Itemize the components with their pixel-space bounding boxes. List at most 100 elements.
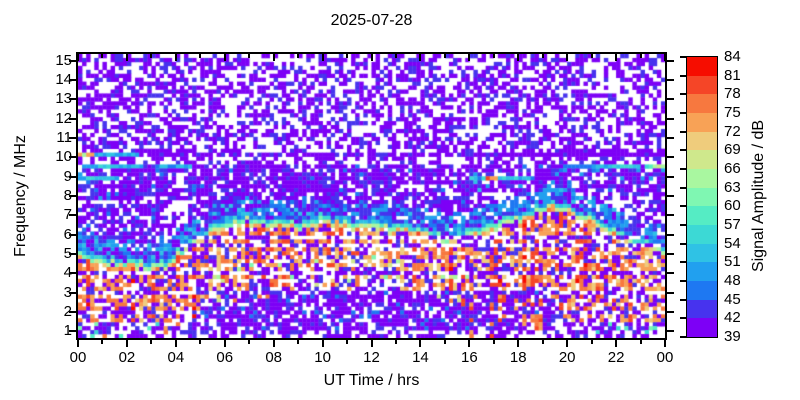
colorbar-tick-mark xyxy=(680,56,687,58)
colorbar-tick-label: 39 xyxy=(724,328,741,345)
x-tick-mark xyxy=(468,340,471,347)
colorbar-tick-mark xyxy=(680,317,687,320)
x-minor-tick-mark-top xyxy=(639,54,642,58)
x-minor-tick-mark xyxy=(248,340,251,344)
x-tick-mark-top xyxy=(370,54,373,61)
colorbar-segment xyxy=(687,169,717,188)
y-tick-mark xyxy=(69,59,76,62)
x-tick-mark-top xyxy=(77,54,79,61)
colorbar-tick-mark xyxy=(680,186,687,189)
x-tick-mark xyxy=(77,340,79,347)
x-tick-label: 08 xyxy=(265,349,282,366)
x-minor-tick-mark xyxy=(590,340,593,344)
x-tick-label: 20 xyxy=(558,349,576,366)
y-tick-mark-right xyxy=(667,272,674,275)
x-minor-tick-mark-top xyxy=(150,54,153,58)
colorbar xyxy=(686,56,718,338)
y-tick-label: 5 xyxy=(63,244,72,262)
x-tick-label: 00 xyxy=(656,349,674,366)
x-tick-mark-top xyxy=(223,54,226,61)
colorbar-tick-label: 54 xyxy=(724,234,741,252)
x-minor-tick-mark-top xyxy=(590,54,593,58)
x-minor-tick-mark-top xyxy=(541,54,544,58)
x-tick-mark xyxy=(272,340,275,347)
colorbar-segment xyxy=(687,206,717,226)
y-tick-mark-right xyxy=(667,156,674,159)
y-tick-label: 11 xyxy=(56,129,72,147)
colorbar-tick-label: 48 xyxy=(724,272,741,289)
colorbar-segment xyxy=(687,299,717,319)
y-tick-label: 13 xyxy=(55,90,72,108)
colorbar-segment xyxy=(687,243,717,263)
x-tick-mark-top xyxy=(468,54,471,61)
x-tick-label: 00 xyxy=(69,349,87,366)
y-tick-mark-right xyxy=(667,291,674,294)
colorbar-tick-label: 81 xyxy=(724,66,741,84)
colorbar-segment xyxy=(687,187,717,207)
x-tick-mark-top xyxy=(419,54,422,61)
x-minor-tick-mark-top xyxy=(248,54,251,58)
y-tick-mark-right xyxy=(667,252,674,255)
colorbar-tick-label: 45 xyxy=(724,290,741,308)
y-tick-label: 1 xyxy=(63,322,72,340)
y-tick-mark xyxy=(69,79,76,82)
x-minor-tick-mark-top xyxy=(346,54,349,58)
y-tick-label: 15 xyxy=(55,51,72,69)
x-minor-tick-mark-top xyxy=(297,54,300,58)
colorbar-segment xyxy=(687,262,717,282)
y-tick-mark-right xyxy=(667,117,674,120)
y-tick-mark-right xyxy=(667,233,674,236)
colorbar-tick-label: 66 xyxy=(724,160,741,177)
y-tick-mark-right xyxy=(667,310,674,313)
chart-title: 2025-07-28 xyxy=(330,12,413,29)
colorbar-segment xyxy=(687,75,717,95)
y-tick-mark xyxy=(69,195,76,197)
x-minor-tick-mark xyxy=(492,340,495,344)
x-tick-label: 06 xyxy=(216,349,234,366)
x-minor-tick-mark-top xyxy=(101,54,104,58)
y-tick-mark xyxy=(69,291,76,294)
y-tick-mark xyxy=(69,310,76,313)
y-tick-mark-right xyxy=(667,98,674,101)
x-tick-label: 22 xyxy=(607,349,625,366)
colorbar-tick-label: 42 xyxy=(724,309,741,327)
y-tick-label: 6 xyxy=(63,225,72,243)
y-tick-mark xyxy=(69,175,76,178)
colorbar-tick-label: 78 xyxy=(724,85,741,103)
x-minor-tick-mark xyxy=(541,340,544,344)
x-minor-tick-mark xyxy=(443,340,446,344)
y-tick-mark xyxy=(69,214,76,217)
y-tick-mark xyxy=(69,117,76,120)
colorbar-tick-label: 51 xyxy=(724,253,741,271)
colorbar-tick-mark xyxy=(680,336,687,338)
x-minor-tick-mark-top xyxy=(492,54,495,58)
y-tick-mark-right xyxy=(667,214,674,217)
y-tick-label: 4 xyxy=(63,264,72,282)
x-tick-mark-top xyxy=(321,54,324,61)
colorbar-tick-mark xyxy=(680,149,687,152)
x-minor-tick-mark xyxy=(346,340,349,344)
x-minor-tick-mark-top xyxy=(443,54,446,58)
y-tick-label: 3 xyxy=(63,283,72,301)
colorbar-tick-label: 72 xyxy=(724,122,741,140)
y-tick-mark-right xyxy=(667,330,674,333)
x-tick-mark-top xyxy=(272,54,275,61)
x-axis-title: UT Time / hrs xyxy=(323,372,420,389)
y-tick-mark xyxy=(69,233,76,236)
y-tick-label: 2 xyxy=(63,302,72,320)
y-tick-mark xyxy=(69,272,76,275)
x-tick-label: 02 xyxy=(118,349,136,366)
x-tick-label: 04 xyxy=(167,349,185,366)
x-tick-mark xyxy=(419,340,422,347)
y-tick-mark xyxy=(69,156,76,159)
y-tick-mark xyxy=(69,330,76,333)
colorbar-segment xyxy=(687,318,717,338)
x-tick-label: 10 xyxy=(314,349,331,366)
colorbar-tick-mark xyxy=(680,205,687,208)
colorbar-tick-mark xyxy=(680,224,687,226)
x-tick-mark xyxy=(566,340,569,347)
x-tick-mark xyxy=(664,340,666,347)
colorbar-tick-mark xyxy=(680,261,687,264)
colorbar-segment xyxy=(687,225,717,244)
x-tick-label: 12 xyxy=(363,349,380,366)
